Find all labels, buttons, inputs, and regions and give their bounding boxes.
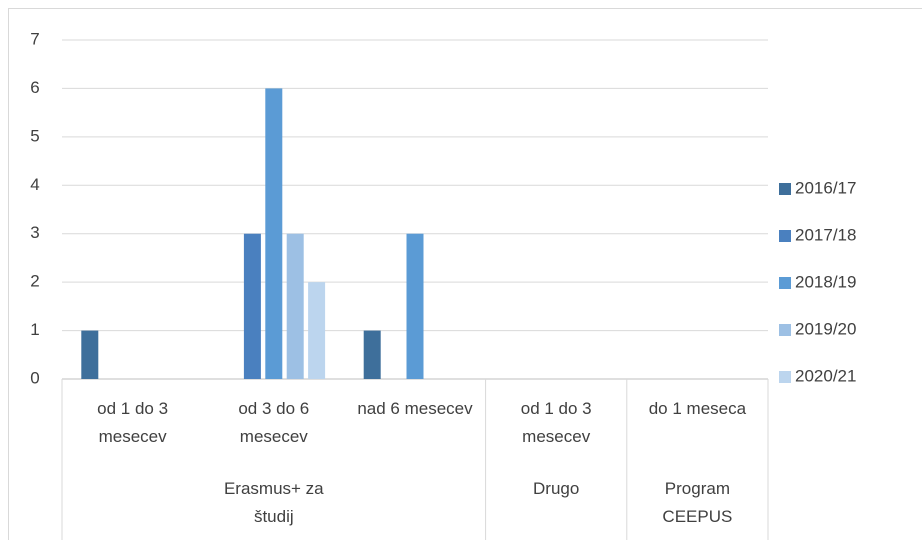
legend-swatch — [779, 371, 791, 383]
bar — [243, 233, 261, 379]
bar — [308, 282, 326, 379]
x-tick-label: od 1 do 3 mesecev — [97, 399, 169, 446]
legend-swatch — [779, 183, 791, 195]
bar — [265, 88, 283, 379]
bar — [81, 330, 99, 379]
x-group-label: Program CEEPUS — [662, 479, 733, 526]
legend-label: 2016/17 — [795, 178, 856, 197]
x-tick-label: od 1 do 3 mesecev — [520, 399, 592, 446]
y-tick-label: 2 — [30, 272, 39, 291]
legend-label: 2020/21 — [795, 366, 856, 385]
bar — [363, 330, 381, 379]
y-tick-label: 6 — [30, 78, 39, 97]
x-tick-label: do 1 meseca — [648, 399, 747, 418]
y-tick-label: 7 — [30, 29, 39, 48]
y-tick-label: 0 — [30, 368, 39, 387]
bar — [406, 233, 424, 379]
y-tick-label: 1 — [30, 320, 39, 339]
legend-swatch — [779, 324, 791, 336]
x-tick-label: od 3 do 6 mesecev — [238, 399, 310, 446]
chart-border — [8, 8, 922, 540]
legend-label: 2018/19 — [795, 272, 856, 291]
y-tick-label: 3 — [30, 223, 39, 242]
bar — [286, 233, 304, 379]
legend-label: 2019/20 — [795, 319, 856, 338]
legend-swatch — [779, 230, 791, 242]
legend-label: 2017/18 — [795, 225, 856, 244]
legend-swatch — [779, 277, 791, 289]
x-group-label: Erasmus+ za študij — [223, 479, 324, 526]
y-tick-label: 5 — [30, 126, 39, 145]
y-tick-label: 4 — [30, 175, 39, 194]
x-tick-label: nad 6 mesecev — [357, 399, 473, 418]
x-group-label: Drugo — [533, 479, 580, 498]
